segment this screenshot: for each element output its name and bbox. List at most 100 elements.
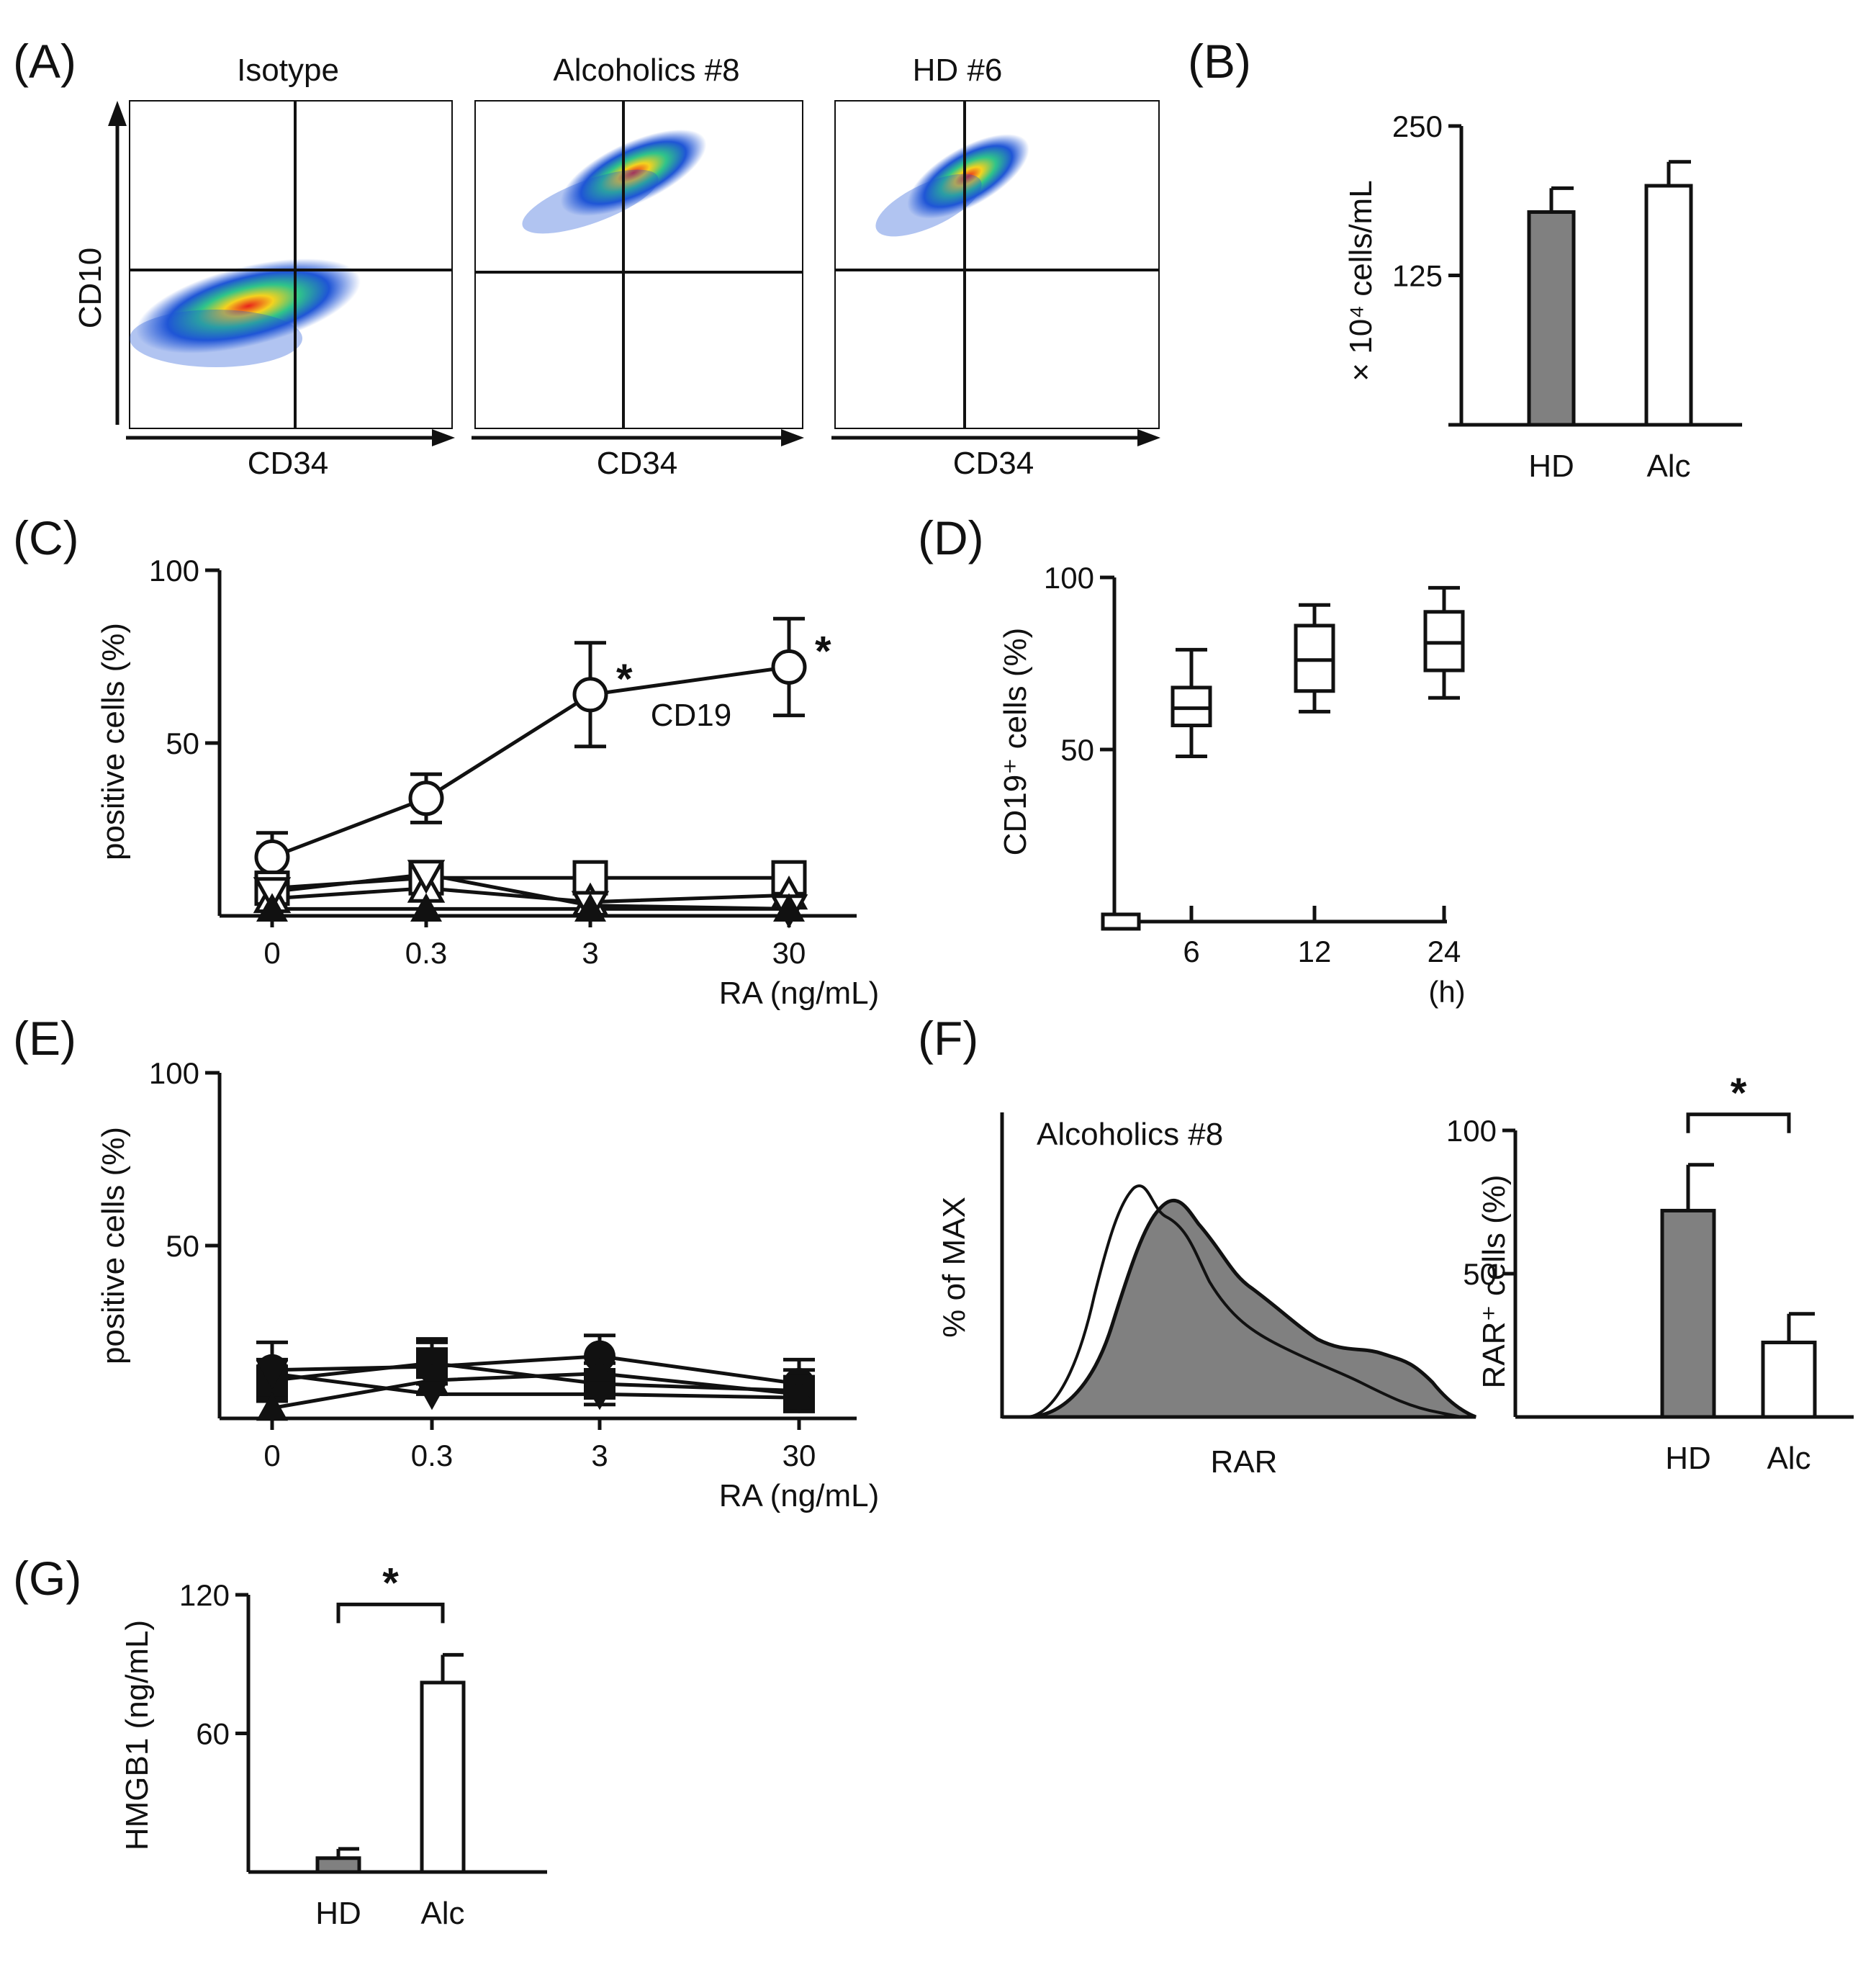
marker-open-circle	[254, 839, 290, 875]
y-tick-label: 60	[196, 1717, 230, 1751]
panel-label-f: (F)	[918, 1012, 978, 1065]
panel-f: (F) % of MAX Alcoholics #8 RAR 50 100 RAR⁺…	[918, 1012, 1854, 1480]
series-line-filled-triangle-up	[271, 1372, 800, 1410]
chart-e: 50 100 0 0.3 3 30 RA (ng/mL) positive cells (%)	[96, 1056, 879, 1513]
x-axis-label: RA (ng/mL)	[719, 1478, 880, 1513]
marker-filled-triangle-up	[256, 893, 288, 922]
x-tick-label: HD	[1528, 449, 1574, 484]
facs-xlabel: CD34	[248, 446, 329, 481]
marker-filled-triangle-up	[256, 1392, 288, 1421]
significance-star: *	[815, 628, 831, 675]
x-tick-label: 0	[263, 936, 280, 970]
bar-alc	[1644, 184, 1693, 427]
x-tick-label: Alc	[1646, 449, 1690, 484]
panel-d: (D) 50 100 6 12 24 (h) CD19⁺ cells (%)	[918, 511, 1466, 1009]
series-annotation: CD19	[651, 698, 732, 733]
hist-rar-filled	[1029, 1198, 1476, 1419]
marker-filled-triangle-down	[416, 1381, 448, 1410]
density-cloud	[130, 310, 302, 367]
x-tick-label: 0	[263, 1439, 280, 1472]
bar-alc	[420, 1680, 466, 1874]
significance-bracket	[336, 1602, 445, 1624]
x-tick-label: HD	[315, 1896, 361, 1931]
series-line-filled-circle	[271, 1354, 800, 1386]
bar-hd	[1527, 210, 1576, 427]
density-cloud	[136, 258, 361, 354]
x-tick-label: 30	[783, 1439, 816, 1472]
chart-c: 50 100 0 0.3 3 30 RA (ng/mL) positive cells (%)…	[96, 554, 879, 1011]
chart-d: 50 100 6 12 24 (h) CD19⁺ cells (%)	[998, 561, 1466, 1009]
panel-label-d: (D)	[918, 511, 984, 564]
facs-xlabel: CD34	[953, 446, 1034, 481]
x-unit-label: (h)	[1428, 975, 1465, 1009]
panel-label-b: (B)	[1188, 35, 1251, 88]
density-cloud	[907, 134, 1029, 219]
x-axis-label: RA (ng/mL)	[719, 976, 880, 1011]
y-tick-label: 50	[166, 1229, 199, 1263]
y-tick-label: 50	[1463, 1257, 1497, 1291]
hist-xlabel: RAR	[1211, 1444, 1278, 1480]
bar-hd	[315, 1856, 361, 1874]
y-axis-label: × 10⁴ cells/mL	[1343, 180, 1379, 381]
x-tick-label: HD	[1665, 1441, 1711, 1476]
y-tick-label: 100	[1044, 561, 1094, 595]
significance-bracket	[1686, 1112, 1791, 1133]
y-tick-label: 50	[1060, 733, 1094, 767]
bar-hd	[1660, 1208, 1716, 1419]
x-tick-label: 6	[1183, 935, 1199, 968]
x-tick-label: 12	[1298, 935, 1332, 968]
bar-alc	[1761, 1341, 1817, 1419]
baseline-box	[1101, 912, 1141, 931]
density-cloud	[560, 129, 707, 217]
facs-title-isotype: Isotype	[237, 53, 339, 88]
y-tick-label: 125	[1392, 259, 1443, 293]
x-tick-label: 0.3	[411, 1439, 453, 1472]
x-tick-label: Alc	[420, 1896, 464, 1931]
significance-star: *	[616, 656, 633, 703]
y-tick-label: 120	[179, 1578, 230, 1612]
density-cloud	[875, 174, 982, 237]
marker-filled-triangle-down	[256, 1361, 288, 1390]
facs-plot-isotype: CD34	[126, 100, 455, 481]
marker-filled-triangle-down	[783, 1385, 815, 1414]
rar-histogram: % of MAX Alcoholics #8 RAR	[937, 1112, 1476, 1480]
hist-isotype-line	[1029, 1184, 1462, 1418]
panel-label-c: (C)	[13, 511, 79, 564]
marker-filled-triangle-up	[574, 893, 606, 922]
x-tick-label: 0.3	[405, 936, 447, 970]
y-tick-label: 250	[1392, 109, 1443, 143]
marker-filled-triangle-up	[584, 1357, 615, 1387]
facs-plot-alcoholics: CD34	[472, 100, 804, 481]
x-tick-label: 3	[591, 1439, 608, 1472]
marker-open-circle	[572, 677, 608, 713]
y-tick-label: 100	[149, 1056, 199, 1090]
y-axis-label: HMGB1 (ng/mL)	[119, 1620, 155, 1850]
x-tick-label: Alc	[1767, 1441, 1810, 1476]
hist-title: Alcoholics #8	[1037, 1117, 1223, 1152]
panel-label-g: (G)	[13, 1552, 81, 1605]
hist-ylabel: % of MAX	[937, 1197, 972, 1338]
series-line-filled-triangle-down	[271, 1372, 800, 1400]
panel-b: (B) 125 250 × 10⁴ cells/mL HD Alc	[1188, 35, 1742, 484]
marker-open-triangle-down	[407, 860, 446, 894]
marker-filled-triangle-up	[410, 893, 442, 922]
facs-title-alcoholics: Alcoholics #8	[553, 53, 739, 88]
facs-x-arrow	[1137, 429, 1160, 446]
chart-f-bar: 50 100 RAR⁺ cells (%) HD Alc *	[1446, 1070, 1854, 1476]
panel-g: (G) 60 120 HMGB1 (ng/mL) HD Alc *	[13, 1552, 547, 1931]
y-axis-label: RAR⁺ cells (%)	[1476, 1174, 1512, 1388]
y-axis-label: positive cells (%)	[96, 1127, 131, 1364]
chart-b: 125 250 × 10⁴ cells/mL HD Alc	[1343, 109, 1742, 484]
series-line-open-triangle-up	[271, 886, 790, 904]
y-tick-label: 50	[166, 726, 199, 760]
x-tick-label: 3	[582, 936, 598, 970]
significance-star: *	[382, 1560, 399, 1606]
y-axis-label: CD19⁺ cells (%)	[998, 628, 1033, 856]
series-line-filled-square	[271, 1361, 800, 1393]
marker-filled-circle	[584, 1340, 615, 1372]
panel-label-e: (E)	[13, 1012, 76, 1065]
chart-g: 60 120 HMGB1 (ng/mL) HD Alc *	[119, 1560, 547, 1931]
facs-ylabel: CD10	[73, 248, 108, 329]
facs-frame	[474, 100, 803, 429]
